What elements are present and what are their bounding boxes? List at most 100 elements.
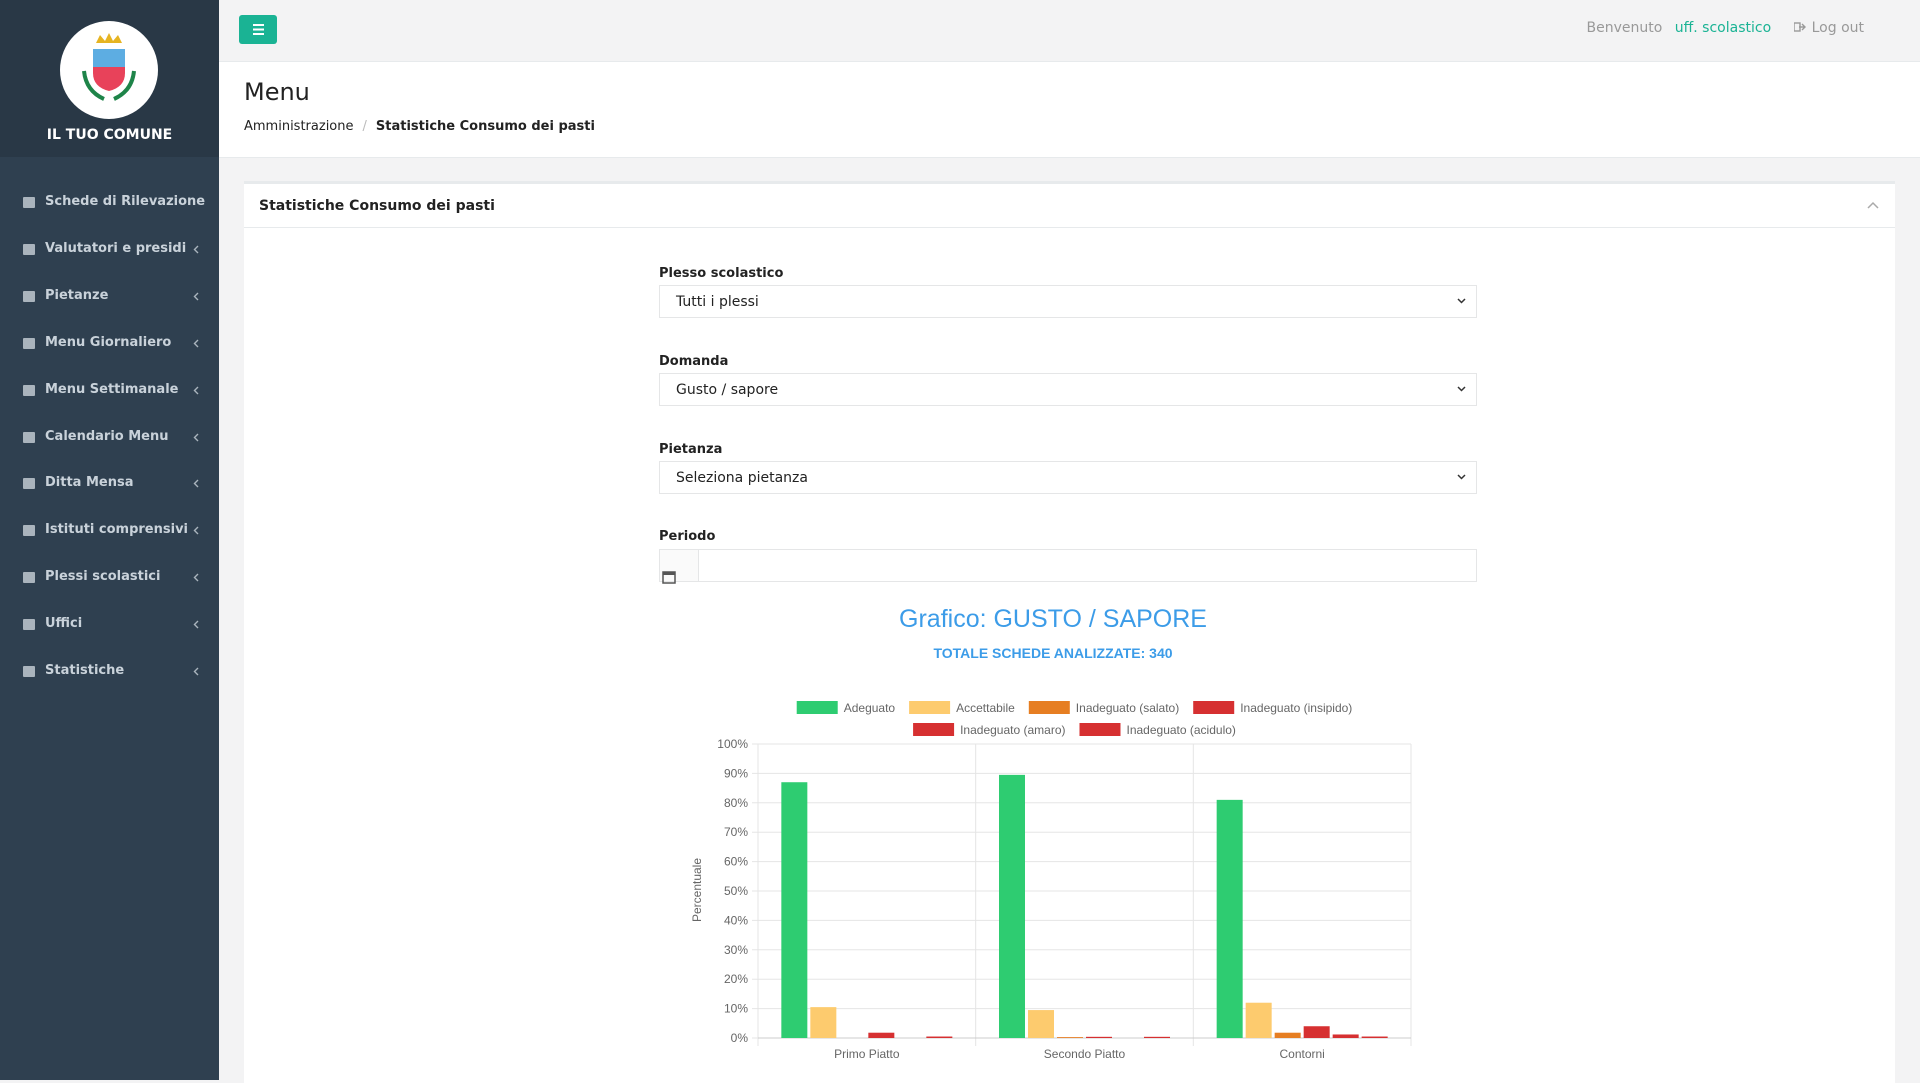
bar — [1245, 1002, 1272, 1038]
legend-swatch — [796, 701, 838, 714]
bar — [1274, 1032, 1301, 1038]
breadcrumb-link[interactable]: Amministrazione — [244, 119, 354, 134]
y-tick-label: 10% — [724, 1002, 748, 1016]
menu-toggle[interactable] — [239, 15, 277, 44]
y-tick-label: 50% — [724, 884, 748, 898]
chevron — [193, 386, 199, 395]
legend-item[interactable]: Inadeguato (insipido) — [1193, 701, 1352, 715]
nav-item[interactable]: Plessi scolastici — [0, 558, 219, 598]
nav-item[interactable]: Pietanze — [0, 277, 219, 317]
nav-label: Pietanze — [45, 287, 109, 303]
nav-label: Calendario Menu — [45, 428, 169, 444]
topbar: Benvenuto uff. scolastico Log out — [219, 0, 1920, 62]
bar — [926, 1036, 953, 1038]
bar — [1303, 1026, 1330, 1038]
bar — [1332, 1034, 1359, 1038]
nav-item[interactable]: Menu Settimanale — [0, 371, 219, 411]
logout-text[interactable]: Log out — [1811, 20, 1864, 36]
logout[interactable]: Log out — [1792, 20, 1872, 36]
nav-icon — [23, 384, 35, 396]
nav-label: Menu Settimanale — [45, 381, 179, 397]
nav-label: Uffici — [45, 616, 83, 632]
nav-label: Valutatori e presidi — [45, 240, 187, 256]
select-value: Seleziona pietanza — [676, 470, 808, 486]
select[interactable]: Tutti i plessi — [659, 285, 1477, 318]
nav-item[interactable]: Statistiche — [0, 652, 219, 692]
legend-label: Accettabile — [956, 701, 1015, 715]
nav-icon — [23, 619, 35, 631]
nav-label: Statistiche — [45, 663, 125, 678]
legend-label: Inadeguato (amaro) — [960, 723, 1065, 737]
nav-icon — [23, 525, 35, 537]
chevron — [193, 573, 199, 582]
collapse[interactable] — [1867, 201, 1879, 209]
chart: Grafico: GUSTO / SAPORE TOTALE SCHEDE AN… — [690, 605, 1412, 1061]
legend-item[interactable]: Accettabile — [909, 701, 1015, 715]
chart-subtitle: TOTALE SCHEDE ANALIZZATE: 340 — [933, 645, 1172, 661]
x-tick-label: Secondo Piatto — [1044, 1047, 1126, 1061]
legend-item[interactable]: Inadeguato (amaro) — [913, 723, 1065, 737]
nav-label: Menu Giornaliero — [45, 334, 172, 350]
nav-label: Plessi scolastici — [45, 569, 161, 585]
sidebar: IL TUO COMUNE Schede di Rilevazione Valut… — [0, 0, 219, 1080]
chart-title: Grafico: GUSTO / SAPORE — [899, 605, 1207, 633]
nav-item[interactable]: Uffici — [0, 605, 219, 645]
select-value: Gusto / sapore — [676, 382, 779, 398]
legend-label: Inadeguato (insipido) — [1240, 701, 1352, 715]
y-axis-title: Percentuale — [690, 858, 704, 922]
chevron — [193, 526, 199, 535]
brand: IL TUO COMUNE — [0, 0, 219, 157]
legend-swatch — [1079, 723, 1121, 736]
nav-label: Schede di Rilevazione — [45, 194, 206, 209]
legend-swatch — [1193, 701, 1235, 714]
breadcrumb-current: Statistiche Consumo dei pasti — [375, 119, 595, 134]
nav-item[interactable]: Valutatori e presidi — [0, 230, 219, 270]
bar — [868, 1032, 895, 1038]
nav-icon — [23, 197, 35, 208]
nav-icon — [23, 666, 35, 677]
chevron — [193, 292, 199, 301]
caret — [1457, 474, 1466, 480]
field-label: Periodo — [659, 529, 716, 544]
field-label: Pietanza — [659, 442, 723, 457]
chevron — [193, 339, 199, 348]
caret — [1457, 386, 1466, 392]
panel: Statistiche Consumo dei pasti Plesso sco… — [244, 181, 1895, 1083]
caret — [1457, 298, 1466, 304]
legend-item[interactable]: Inadeguato (acidulo) — [1079, 723, 1236, 737]
nav-item[interactable]: Calendario Menu — [0, 418, 219, 458]
page-title: Menu — [244, 78, 310, 106]
select[interactable]: Seleziona pietanza — [659, 461, 1477, 494]
crest — [82, 33, 136, 101]
chevron — [193, 620, 199, 629]
bar — [781, 782, 808, 1038]
nav-label: Ditta Mensa — [45, 475, 134, 491]
nav-item[interactable]: Ditta Mensa — [0, 464, 219, 504]
legend-label: Inadeguato (acidulo) — [1126, 723, 1235, 737]
logo — [60, 21, 158, 119]
nav-item[interactable]: Schede di Rilevazione — [0, 183, 219, 223]
select[interactable]: Gusto / sapore — [659, 373, 1477, 406]
field-label: Domanda — [659, 354, 729, 369]
nav-icon — [23, 431, 35, 443]
nav-icon — [23, 572, 35, 584]
bar — [999, 774, 1025, 1038]
chevron — [193, 245, 199, 254]
legend-item[interactable]: Inadeguato (salato) — [1028, 701, 1179, 715]
bar — [1216, 799, 1243, 1038]
breadcrumb: Amministrazione / Statistiche Consumo dei … — [244, 119, 595, 134]
nav-item[interactable]: Istituti comprensivi — [0, 511, 219, 551]
y-tick-label: 30% — [724, 943, 748, 957]
username[interactable]: uff. scolastico — [1674, 20, 1772, 36]
bar — [1028, 1010, 1054, 1038]
nav-icon — [23, 243, 35, 255]
legend-item[interactable]: Adeguato — [796, 701, 896, 715]
date-input[interactable] — [659, 549, 1477, 584]
brand-name: IL TUO COMUNE — [46, 127, 173, 143]
y-tick-label: 60% — [724, 855, 748, 869]
x-tick-label: Primo Piatto — [834, 1047, 900, 1061]
chevron — [193, 433, 199, 441]
nav-item[interactable]: Menu Giornaliero — [0, 324, 219, 364]
